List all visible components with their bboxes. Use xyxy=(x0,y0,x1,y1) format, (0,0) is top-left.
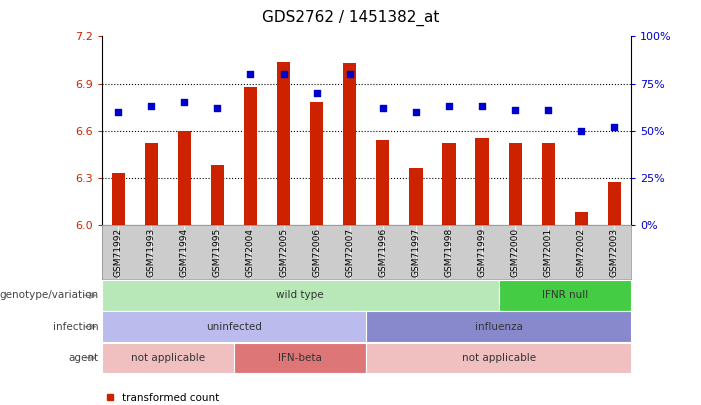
Bar xyxy=(409,168,423,225)
Text: agent: agent xyxy=(68,353,98,363)
Text: genotype/variation: genotype/variation xyxy=(0,290,98,301)
Text: GSM72002: GSM72002 xyxy=(577,228,586,277)
Bar xyxy=(442,143,456,225)
Point xyxy=(477,103,488,109)
Text: GSM71995: GSM71995 xyxy=(213,228,222,277)
Bar xyxy=(244,87,257,225)
Point xyxy=(443,103,454,109)
Bar xyxy=(608,182,621,225)
Text: GSM71993: GSM71993 xyxy=(147,228,156,277)
Bar xyxy=(475,139,489,225)
Text: GSM72003: GSM72003 xyxy=(610,228,619,277)
Bar xyxy=(111,173,125,225)
Text: IFN-beta: IFN-beta xyxy=(278,353,322,363)
Bar xyxy=(508,143,522,225)
Point xyxy=(510,107,521,113)
Point xyxy=(543,107,554,113)
Point xyxy=(278,71,290,77)
Text: GSM71992: GSM71992 xyxy=(114,228,123,277)
Text: infection: infection xyxy=(53,322,98,332)
Bar xyxy=(277,62,290,225)
Text: GSM71998: GSM71998 xyxy=(444,228,454,277)
Text: GSM71994: GSM71994 xyxy=(180,228,189,277)
Point xyxy=(212,105,223,111)
Text: influenza: influenza xyxy=(475,322,522,332)
Point xyxy=(113,109,124,115)
Point xyxy=(344,71,355,77)
Text: GSM72005: GSM72005 xyxy=(279,228,288,277)
Bar xyxy=(310,102,323,225)
Text: GSM72000: GSM72000 xyxy=(510,228,519,277)
Bar xyxy=(542,143,554,225)
Text: GSM72006: GSM72006 xyxy=(312,228,321,277)
Text: GSM71999: GSM71999 xyxy=(477,228,486,277)
Text: not applicable: not applicable xyxy=(461,353,536,363)
Point xyxy=(146,103,157,109)
Bar xyxy=(144,143,158,225)
Bar xyxy=(343,63,356,225)
Point xyxy=(179,99,190,106)
Point xyxy=(245,71,256,77)
Text: GDS2762 / 1451382_at: GDS2762 / 1451382_at xyxy=(261,10,440,26)
Text: GSM71996: GSM71996 xyxy=(379,228,388,277)
Bar xyxy=(575,212,588,225)
Point xyxy=(608,124,620,130)
Text: GSM72004: GSM72004 xyxy=(246,228,255,277)
Text: uninfected: uninfected xyxy=(206,322,262,332)
Bar xyxy=(376,140,390,225)
Bar xyxy=(178,131,191,225)
Bar xyxy=(211,165,224,225)
Point xyxy=(377,105,388,111)
Text: IFNR null: IFNR null xyxy=(542,290,588,301)
Point xyxy=(410,109,421,115)
Text: GSM72007: GSM72007 xyxy=(345,228,354,277)
Text: GSM72001: GSM72001 xyxy=(544,228,552,277)
Text: wild type: wild type xyxy=(276,290,324,301)
Point xyxy=(576,127,587,134)
Point xyxy=(311,90,322,96)
Text: GSM71997: GSM71997 xyxy=(411,228,421,277)
Legend: transformed count, percentile rank within the sample: transformed count, percentile rank withi… xyxy=(107,393,299,405)
Text: not applicable: not applicable xyxy=(131,353,205,363)
